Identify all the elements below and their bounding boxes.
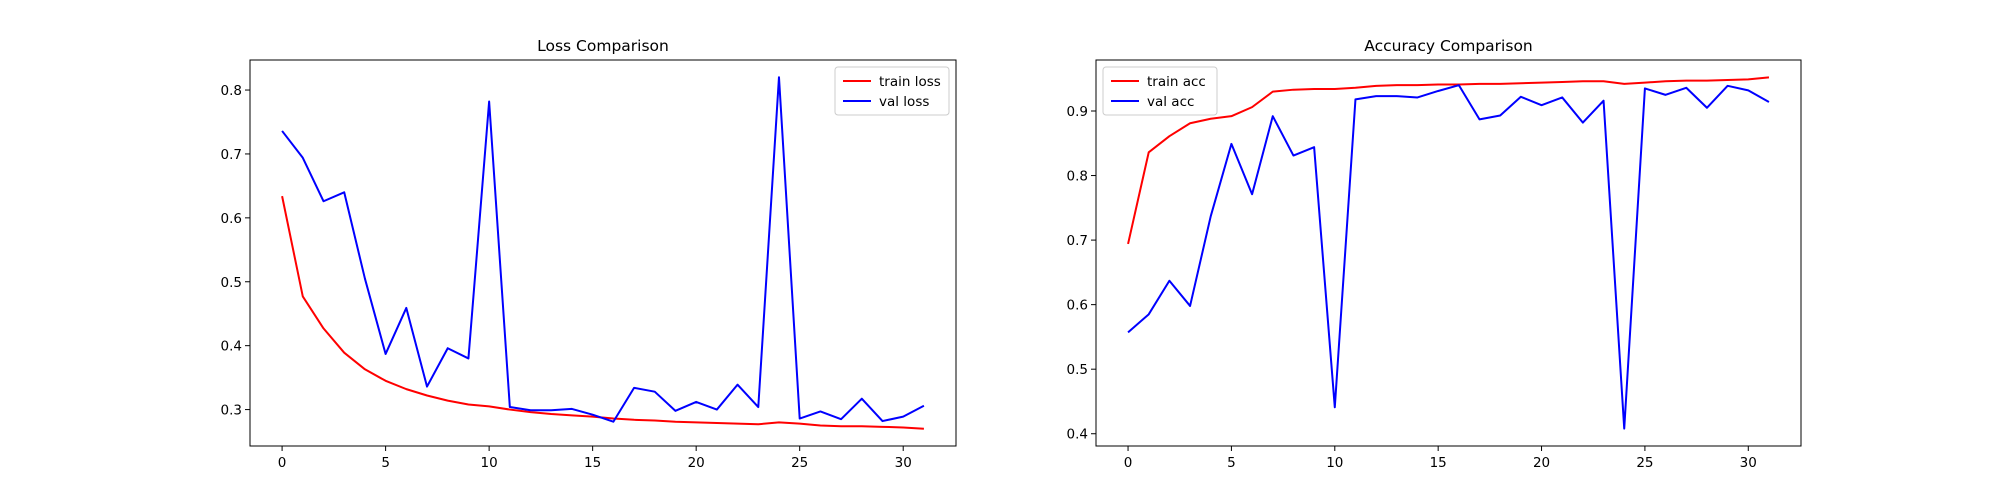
loss-comparison-chart: Loss Comparison 0 5 10 15 20 25 30 0.3 0.4 0.5 0.6 0… — [221, 37, 957, 471]
y-tick-label: 0.5 — [1067, 362, 1088, 378]
legend: train acc val acc — [1102, 66, 1218, 116]
x-tick-label: 25 — [1636, 455, 1653, 471]
chart-title: Accuracy Comparison — [1364, 37, 1533, 55]
legend-box — [834, 66, 950, 116]
train-loss-line — [281, 195, 924, 430]
x-tick-label: 5 — [381, 455, 390, 471]
x-tick-label: 20 — [688, 455, 705, 471]
chart-title: Loss Comparison — [537, 37, 669, 55]
legend-label-val-acc: val acc — [1147, 94, 1194, 110]
y-tick-label: 0.6 — [221, 211, 242, 227]
legend-label-train-acc: train acc — [1147, 74, 1206, 90]
plot-area — [1095, 59, 1802, 447]
x-tick-label: 10 — [481, 455, 498, 471]
x-tick-label: 15 — [1430, 455, 1447, 471]
y-tick-label: 0.7 — [221, 147, 242, 163]
val-acc-line — [1127, 84, 1770, 430]
y-tick-label: 0.8 — [1067, 169, 1088, 185]
x-tick-label: 20 — [1533, 455, 1550, 471]
x-tick-label: 0 — [1124, 455, 1133, 471]
x-tick-label: 0 — [278, 455, 287, 471]
y-tick-label: 0.9 — [1067, 104, 1088, 120]
x-tick-label: 25 — [791, 455, 808, 471]
x-tick-label: 10 — [1326, 455, 1343, 471]
legend-label-train-loss: train loss — [879, 74, 941, 90]
y-tick-label: 0.8 — [221, 83, 242, 99]
plot-area — [249, 59, 957, 447]
y-tick-label: 0.7 — [1067, 233, 1088, 249]
y-tick-label: 0.4 — [221, 339, 242, 355]
legend: train loss val loss — [834, 66, 950, 116]
x-tick-label: 15 — [584, 455, 601, 471]
y-tick-label: 0.4 — [1067, 427, 1088, 443]
y-tick-label: 0.5 — [221, 275, 242, 291]
y-tick-label: 0.3 — [221, 403, 242, 419]
accuracy-comparison-chart: Accuracy Comparison 0 5 10 15 20 25 30 0.4 0.5 0.6… — [1067, 37, 1802, 471]
legend-box — [1102, 66, 1218, 116]
x-tick-label: 30 — [1740, 455, 1757, 471]
y-tick-label: 0.6 — [1067, 298, 1088, 314]
x-tick-label: 30 — [895, 455, 912, 471]
val-loss-line — [281, 76, 925, 423]
legend-label-val-loss: val loss — [879, 94, 929, 110]
train-acc-line — [1127, 76, 1770, 245]
x-tick-label: 5 — [1227, 455, 1236, 471]
